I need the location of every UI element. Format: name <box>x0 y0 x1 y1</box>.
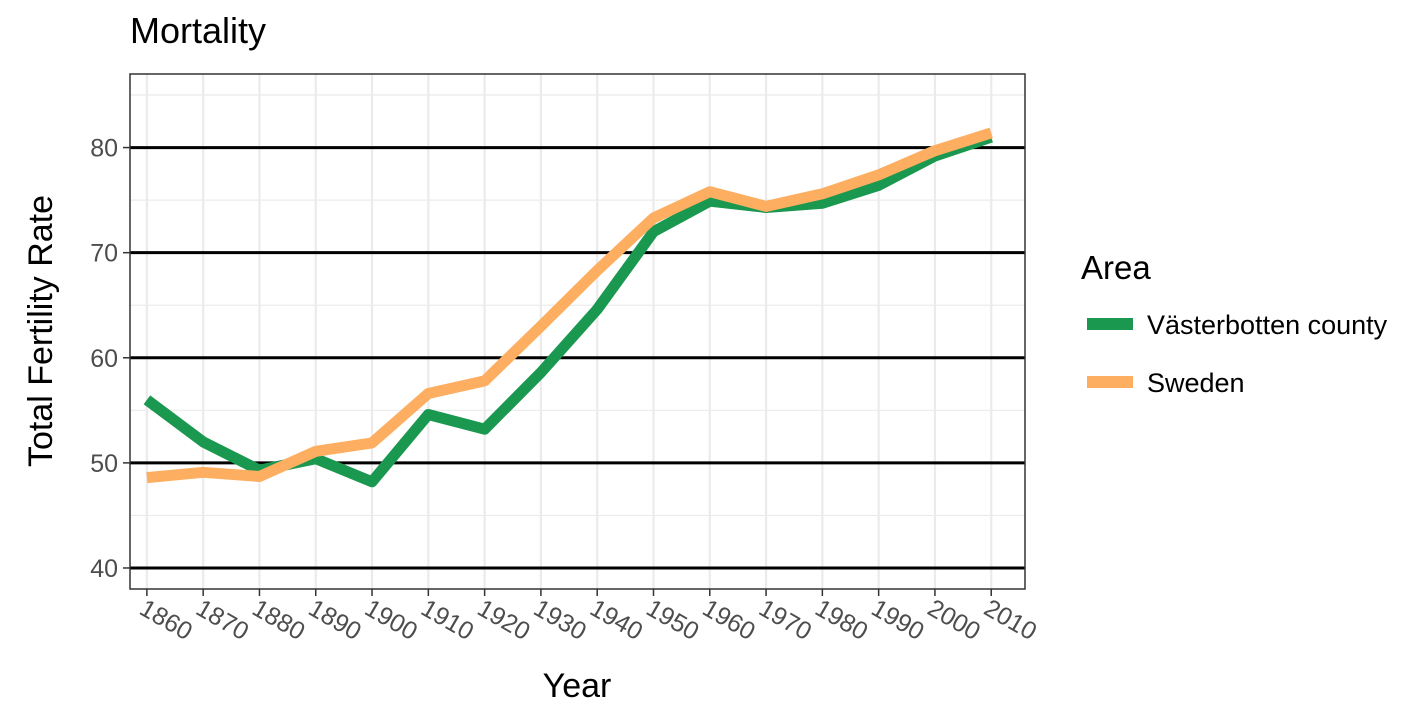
x-axis-title: Year <box>543 667 612 705</box>
x-tick-label: 1970 <box>754 594 816 646</box>
legend-key-0 <box>1087 318 1133 330</box>
y-tick-label: 50 <box>90 450 118 478</box>
y-axis-title: Total Fertility Rate <box>22 195 60 467</box>
x-tick-label: 1980 <box>810 594 872 646</box>
legend-key-1 <box>1087 376 1133 388</box>
y-axis: 40 50 60 70 80 <box>90 135 130 583</box>
series-line-0 <box>143 131 993 488</box>
y-tick-label: 70 <box>90 240 118 268</box>
legend-label-1: Sweden <box>1147 368 1245 398</box>
major-gridlines <box>130 146 1025 570</box>
x-tick-label: 1890 <box>304 594 366 646</box>
series-line-1 <box>146 127 993 484</box>
x-tick-label: 1880 <box>248 594 310 646</box>
y-tick-label: 80 <box>90 135 118 163</box>
y-tick-label: 40 <box>90 555 118 583</box>
legend-title: Area <box>1081 249 1151 286</box>
x-tick-label: 2000 <box>923 594 985 646</box>
legend-label-0: Västerbotten county <box>1147 310 1388 340</box>
chart-title: Mortality <box>130 10 266 51</box>
x-axis: 1860187018801890190019101920193019401950… <box>135 589 1041 646</box>
x-tick-label: 1950 <box>642 594 704 646</box>
x-tick-label: 1930 <box>529 594 591 646</box>
x-tick-label: 1900 <box>360 594 422 646</box>
x-tick-label: 1960 <box>698 594 760 646</box>
x-tick-label: 1920 <box>473 594 535 646</box>
series-lines <box>143 127 993 488</box>
legend: Area Västerbotten county Sweden <box>1081 249 1388 398</box>
x-tick-label: 1990 <box>867 594 929 646</box>
x-tick-label: 1870 <box>191 594 253 646</box>
y-tick-label: 60 <box>90 345 118 373</box>
x-tick-label: 1940 <box>585 594 647 646</box>
x-tick-label: 1860 <box>135 594 197 646</box>
x-tick-label: 2010 <box>979 594 1041 646</box>
plot-panel-border <box>129 73 1026 590</box>
x-tick-label: 1910 <box>416 594 478 646</box>
